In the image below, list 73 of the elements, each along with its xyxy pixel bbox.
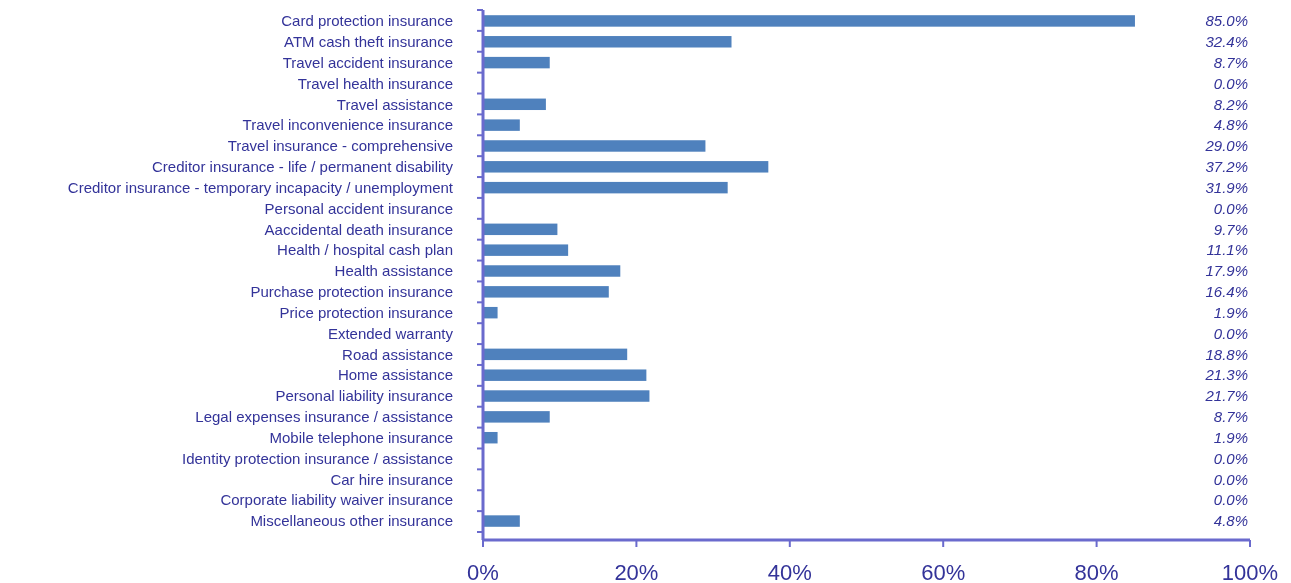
bar: [483, 36, 732, 48]
data-label: 0.0%: [1213, 324, 1248, 342]
bar: [483, 119, 520, 131]
y-tick-label: Miscellaneous other insurance: [250, 512, 453, 530]
y-tick-label: Personal accident insurance: [264, 199, 453, 217]
data-label: 0.0%: [1213, 470, 1248, 488]
y-tick-label: Health assistance: [334, 262, 453, 280]
y-tick-label: Road assistance: [342, 345, 453, 363]
data-label: 29.0%: [1204, 137, 1248, 155]
bar: [483, 223, 558, 236]
y-tick-label: ATM cash theft insurance: [284, 33, 453, 51]
y-tick-label: Travel insurance - comprehensive: [227, 137, 453, 155]
y-tick-label: Creditor insurance - life / permanent disability: [152, 158, 454, 176]
bar: [483, 348, 628, 361]
bar: [483, 265, 621, 277]
y-tick-label: Travel health insurance: [297, 74, 453, 92]
data-label: 1.9%: [1213, 428, 1248, 446]
data-label: 8.7%: [1213, 53, 1248, 71]
bar: [483, 411, 550, 423]
x-tick-label: 40%: [767, 559, 812, 583]
x-tick-label: 60%: [921, 559, 966, 583]
data-label: 9.7%: [1213, 220, 1248, 238]
data-label: 31.9%: [1205, 178, 1248, 196]
data-label: 8.2%: [1213, 95, 1248, 113]
data-label: 18.8%: [1205, 345, 1248, 363]
y-tick-label: Car hire insurance: [330, 470, 453, 488]
bar: [483, 98, 546, 111]
data-label: 0.0%: [1213, 199, 1248, 217]
data-label: 21.3%: [1204, 366, 1248, 384]
data-label: 17.9%: [1205, 262, 1248, 280]
y-tick-label: Travel assistance: [336, 95, 453, 113]
x-tick-label: 80%: [1074, 559, 1119, 583]
y-tick-label: Legal expenses insurance / assistance: [195, 408, 453, 426]
bar: [483, 181, 728, 194]
data-label: 0.0%: [1213, 449, 1248, 467]
bar: [483, 244, 569, 256]
y-tick-label: Home assistance: [337, 366, 453, 384]
bar: [483, 161, 769, 173]
y-tick-label: Mobile telephone insurance: [269, 428, 453, 446]
y-tick-label: Health / hospital cash plan: [277, 241, 453, 259]
y-tick-label: Extended warranty: [327, 324, 454, 342]
y-tick-label: Creditor insurance - temporary incapacity / unemployment: [67, 178, 454, 196]
y-tick-label: Personal liability insurance: [275, 387, 453, 405]
data-label: 0.0%: [1213, 74, 1248, 92]
data-label: 16.4%: [1205, 283, 1248, 301]
data-label: 11.1%: [1206, 241, 1248, 259]
data-label: 21.7%: [1204, 387, 1248, 405]
data-label: 1.9%: [1213, 303, 1248, 321]
y-tick-label: Travel inconvenience insurance: [242, 116, 453, 134]
data-label: 4.8%: [1213, 116, 1248, 134]
data-label: 0.0%: [1213, 491, 1248, 509]
data-label: 8.7%: [1213, 408, 1248, 426]
bar: [483, 390, 650, 402]
data-label: 4.8%: [1213, 512, 1248, 530]
data-label: 32.4%: [1205, 33, 1248, 51]
x-tick-label: 100%: [1221, 559, 1279, 583]
bar: [483, 369, 647, 381]
y-tick-label: Aaccidental death insurance: [264, 220, 453, 238]
bar: [483, 140, 706, 152]
bar: [483, 15, 1135, 27]
data-label: 85.0%: [1205, 12, 1248, 30]
x-tick-label: 20%: [614, 559, 659, 583]
y-tick-label: Identity protection insurance / assistance: [182, 449, 453, 467]
y-tick-label: Corporate liability waiver insurance: [220, 491, 453, 509]
bar: [483, 56, 550, 69]
bar: [483, 286, 609, 298]
x-tick-label: 0%: [467, 559, 499, 583]
data-label: 37.2%: [1205, 158, 1248, 176]
y-tick-label: Purchase protection insurance: [250, 283, 453, 301]
y-tick-label: Price protection insurance: [279, 303, 453, 321]
y-tick-label: Card protection insurance: [281, 12, 453, 30]
y-tick-label: Travel accident insurance: [282, 53, 453, 71]
bar: [483, 515, 520, 527]
